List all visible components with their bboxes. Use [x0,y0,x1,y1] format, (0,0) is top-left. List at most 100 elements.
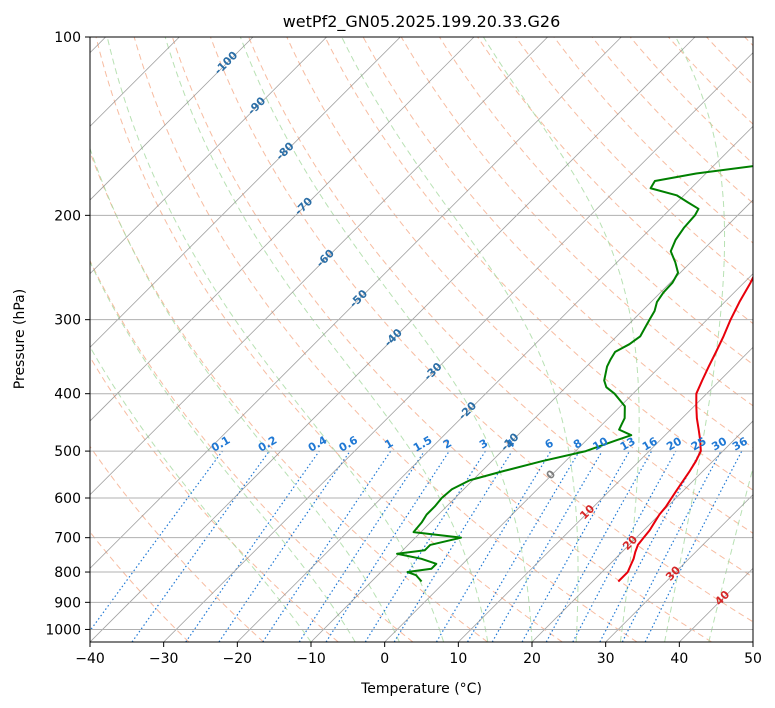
mixing-ratio-line [393,450,513,642]
skewed-isotherm [605,494,753,642]
mixing-ratio-line [599,450,702,642]
moist-adiabat [708,466,753,642]
x-tick-label: −30 [149,651,179,667]
moist-adiabat [164,37,489,642]
mixing-ratio-line [364,450,486,642]
dry-adiabat [553,37,753,244]
isotherm-label: -40 [382,326,405,349]
dry-adiabat [248,37,753,578]
skewed-isotherm [458,346,753,642]
x-tick-label: 20 [523,651,541,667]
chart-title: wetPf2_GN05.2025.199.20.33.G26 [283,12,561,32]
dry-adiabat [90,531,190,642]
y-axis-ticks: 100 200 300 400 500 600 700 800 900 1000 [45,30,90,638]
moist-adiabat [90,345,312,642]
mixing-ratio-line [131,450,270,642]
skewed-isotherm [384,273,753,642]
y-axis-label: Pressure (hPa) [12,289,28,389]
skewed-isotherm [752,641,753,642]
y-tick-label: 500 [54,444,81,460]
x-axis-label: Temperature (°C) [360,681,482,697]
dry-adiabat [90,259,414,642]
y-tick-label: 400 [54,387,81,403]
profile-lines [396,165,753,583]
y-tick-label: 300 [54,313,81,329]
isotherm-label: -30 [421,360,444,383]
mixing-ratio-line [435,450,552,642]
dry-adiabat [95,37,563,642]
moist-adiabat [106,37,445,642]
moist-adiabat [90,147,400,642]
isotherm-label: -100 [212,48,241,77]
isopleth-labels: 0.1 0.2 0.4 0.6 1 1.5 2 3 4 6 8 10 13 16 20 25 30 36-100-… [209,48,750,608]
isotherm-label: -10 [498,430,521,453]
moist-adiabat [664,37,726,642]
dry-adiabat [706,37,753,86]
y-tick-label: 900 [54,595,81,611]
skewed-isotherm [310,199,753,642]
mixing-ratio-line [644,450,743,642]
mixing-ratio-line [521,450,631,642]
dry-adiabat [286,37,753,534]
skewed-isotherm [90,37,548,496]
moist-adiabat [239,37,533,642]
dry-adiabat [744,37,753,47]
moist-adiabat [90,260,356,642]
y-tick-label: 800 [54,565,81,581]
x-tick-label: −40 [75,651,105,667]
x-tick-label: 30 [597,651,615,667]
skewed-isotherm [90,37,327,275]
isotherm-label: 10 [577,502,597,522]
x-axis-ticks: −40 −30 −20 −10 0 10 20 30 40 50 [75,642,762,667]
dry-adiabat [591,37,753,204]
isotherm-label: 40 [712,588,732,608]
dry-adiabat [210,37,753,623]
skewed-isotherm [90,37,475,422]
isotherm-label: 30 [663,563,683,583]
dry-adiabat [171,37,712,642]
mixing-ratio-line [545,450,653,642]
mixing-ratio-line [90,450,223,632]
dry-adiabat [90,445,264,642]
mixing-ratio-line [218,450,351,642]
skewed-isotherm [163,52,753,642]
y-tick-label: 700 [54,531,81,547]
skewed-isotherm [531,420,753,642]
y-tick-label: 600 [54,491,81,507]
isotherm-label: -70 [292,194,315,217]
y-tick-label: 200 [54,208,81,224]
x-tick-label: −10 [296,651,326,667]
mixing-ratio-line [185,450,320,642]
mixing-ratio-label: 2 [441,437,454,452]
mixing-ratio-line [572,450,677,642]
skewed-isotherm [90,37,696,642]
isotherm-label: -80 [273,139,296,162]
mixing-ratio-line [466,450,580,642]
moist-adiabat [341,37,579,642]
skewed-isotherm [90,37,401,348]
x-tick-label: −20 [223,651,253,667]
y-tick-label: 1000 [45,622,81,638]
skewed-isotherm [679,567,753,642]
isotherm-label: -60 [314,246,337,269]
x-tick-label: 0 [380,651,389,667]
plot-frame [89,36,754,643]
temperature-line [617,275,753,583]
moist-adiabat [482,37,640,642]
dry-adiabat [90,356,339,642]
mixing-ratio-line [325,450,450,642]
dewpoint-line [396,165,753,583]
dry-adiabat [324,37,753,491]
dry-adiabat [515,37,753,284]
mixing-ratio-line [298,450,425,642]
x-tick-label: 50 [744,651,762,667]
skewed-isotherm [90,37,254,201]
x-tick-label: 40 [670,651,688,667]
skewed-isotherm [237,125,753,642]
background-lines [90,37,753,642]
skewed-isotherm [90,37,622,569]
x-tick-label: 10 [449,651,467,667]
isotherm-label: -50 [347,287,370,310]
mixing-ratio-line [262,450,392,642]
